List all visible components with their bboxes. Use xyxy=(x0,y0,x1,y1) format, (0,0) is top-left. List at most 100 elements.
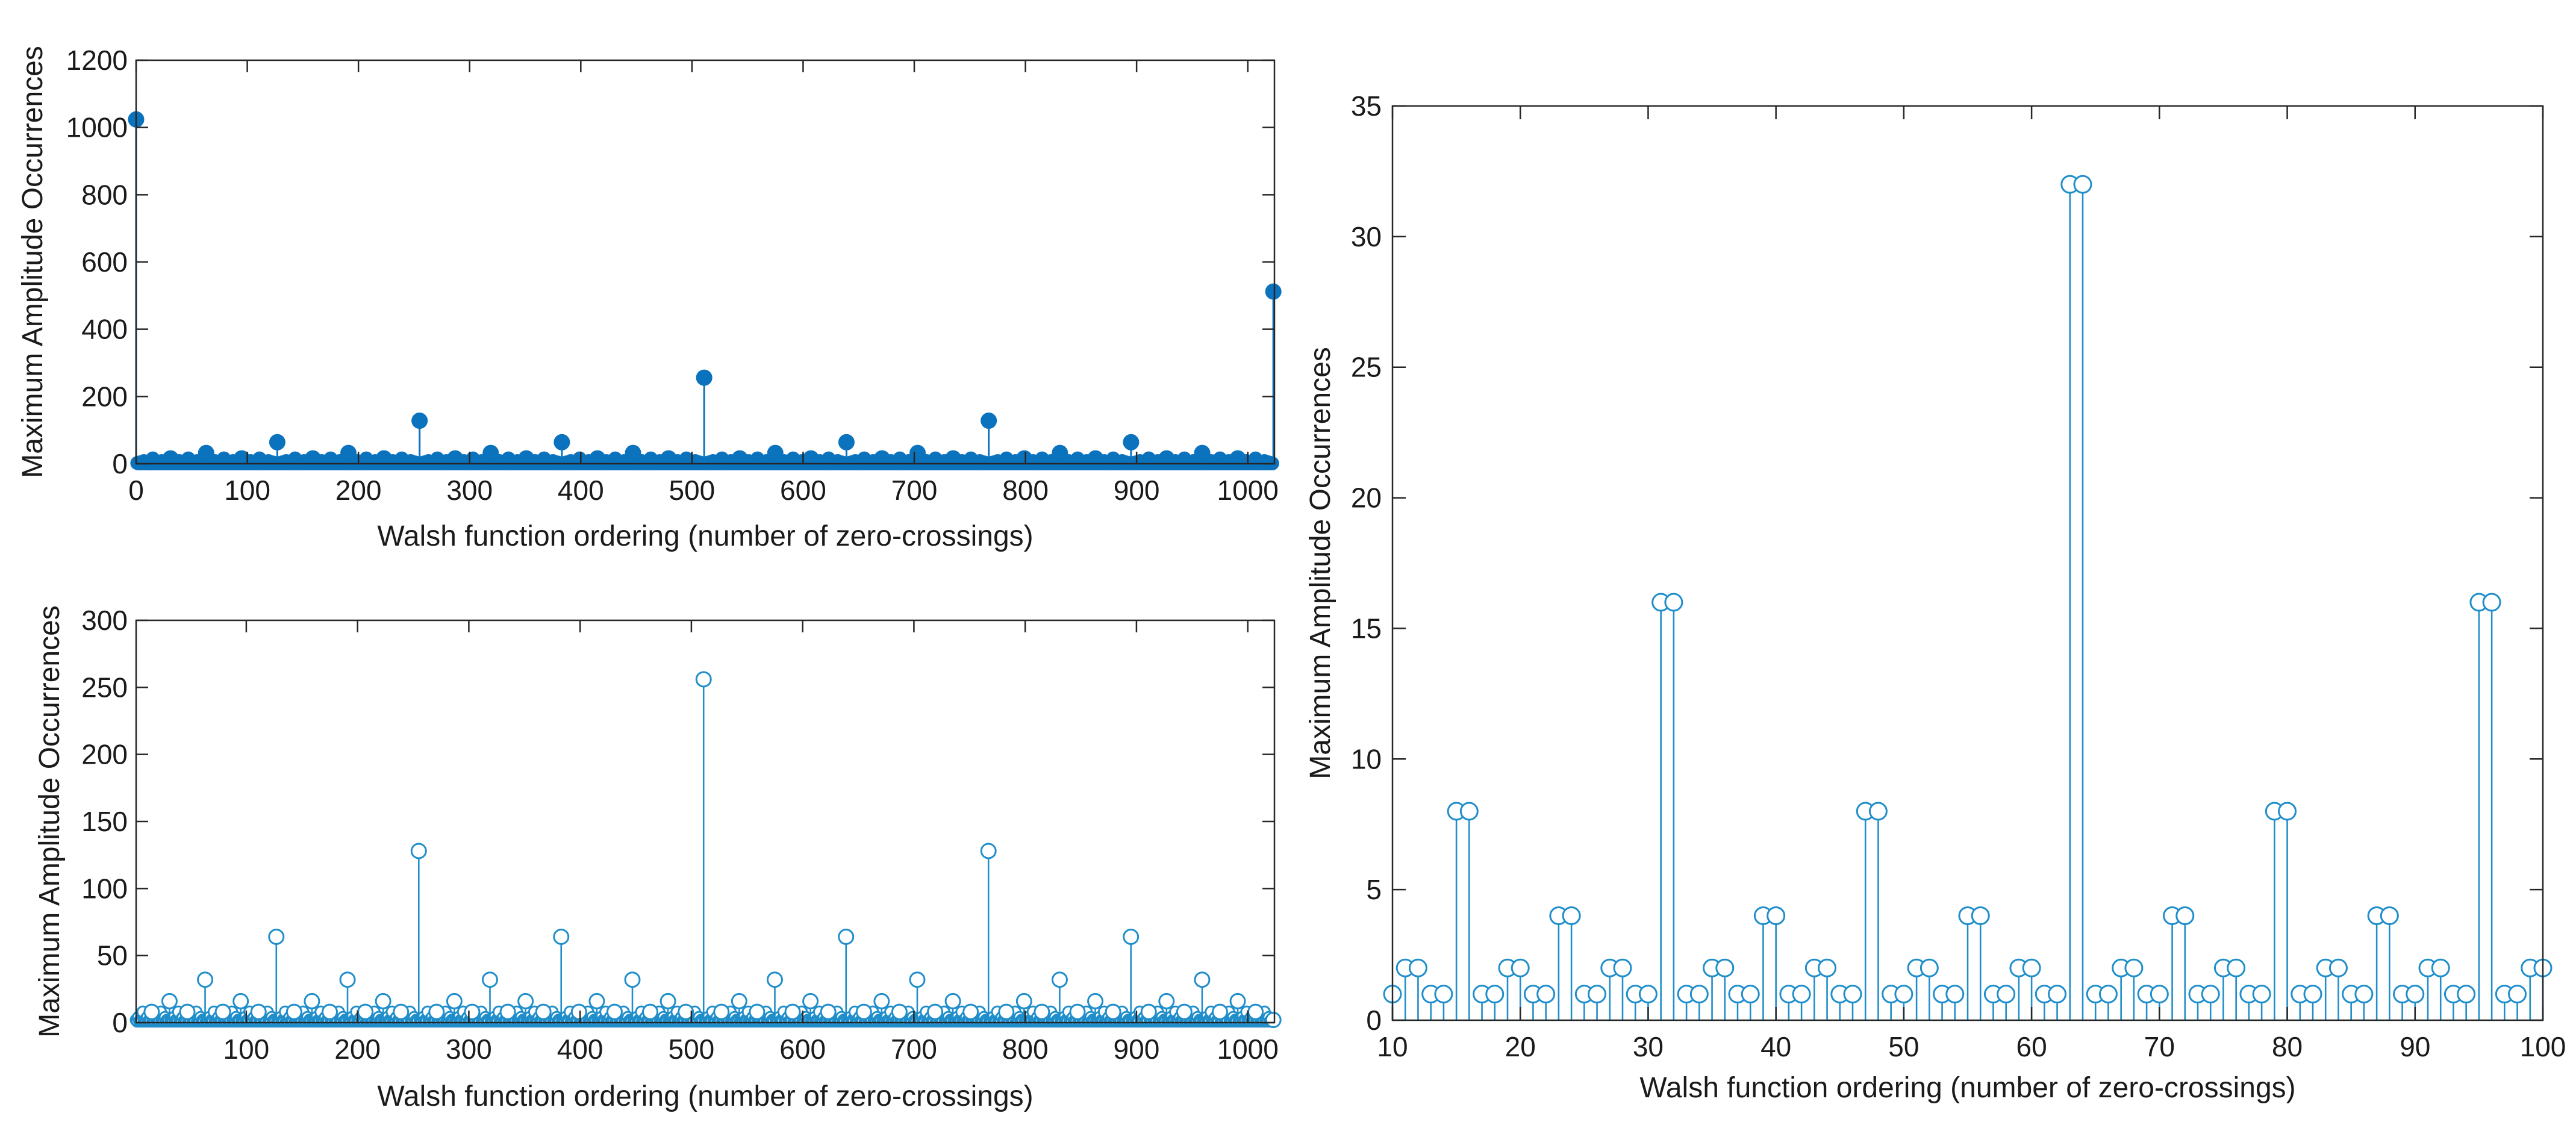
stem-marker xyxy=(232,993,249,1009)
y-tick-label: 0 xyxy=(1366,1005,1382,1036)
stem-marker xyxy=(696,369,713,386)
chart-right-ticks: 10 20 30 40 50 60 70 80 90 100 0 5 10 15 20 25 30 35 xyxy=(1351,90,2566,1062)
chart-bottom-left: 100 200 300 400 500 600 700 800 900 1000 0 50 100 150… xyxy=(34,605,1282,1112)
x-tick-label: 900 xyxy=(1114,475,1160,506)
chart-right-xlabel: Walsh function ordering (number of zero-… xyxy=(1639,1072,2295,1104)
stem-marker xyxy=(554,434,570,450)
chart-right-marks xyxy=(1383,175,2553,1020)
stem-marker xyxy=(357,1003,374,1020)
stem-marker xyxy=(2406,985,2425,1004)
stem-marker xyxy=(268,928,285,945)
stem-marker xyxy=(2175,906,2195,926)
x-tick-label: 90 xyxy=(2400,1031,2430,1062)
stem-marker xyxy=(1158,993,1175,1009)
stem-marker xyxy=(1997,985,2016,1004)
stem-marker xyxy=(446,993,463,1009)
stem-marker xyxy=(1485,985,1505,1004)
x-tick-label: 20 xyxy=(1505,1031,1536,1062)
stem-marker xyxy=(1511,958,1530,977)
x-tick-label: 400 xyxy=(558,475,604,506)
chart-bottom-left-marks xyxy=(129,671,1282,1029)
y-tick-label: 35 xyxy=(1351,90,1382,122)
stem-marker xyxy=(962,1003,979,1020)
chart-bottom-left-ylabel: Maximum Amplitude Occurrences xyxy=(34,605,66,1038)
stem-marker xyxy=(1613,958,1632,977)
y-tick-label: 200 xyxy=(81,381,128,412)
x-tick-label: 100 xyxy=(2520,1031,2566,1062)
stem-marker xyxy=(802,993,819,1009)
stem-marker xyxy=(1741,985,1760,1004)
stem-marker xyxy=(998,1003,1015,1020)
chart-top-left-ylabel: Maximum Amplitude Occurrences xyxy=(17,46,49,478)
stem-marker xyxy=(517,993,534,1009)
stem-marker xyxy=(1016,450,1033,467)
x-tick-label: 100 xyxy=(224,475,270,506)
stem-marker xyxy=(1229,450,1246,467)
stem-marker xyxy=(1247,1003,1264,1020)
x-tick-label: 300 xyxy=(446,475,493,506)
stem-marker xyxy=(304,450,321,467)
x-tick-label: 1000 xyxy=(1217,1033,1278,1065)
stem-marker xyxy=(891,1003,908,1020)
stem-marker xyxy=(749,1003,766,1020)
stem-marker xyxy=(447,450,464,467)
stem-marker xyxy=(838,928,855,945)
stem-marker xyxy=(1689,985,1709,1004)
stem-marker xyxy=(944,993,961,1009)
stem-marker xyxy=(518,450,535,467)
stem-marker xyxy=(464,1003,481,1020)
stem-marker xyxy=(1123,928,1140,945)
x-tick-label: 900 xyxy=(1114,1033,1160,1065)
stem-marker xyxy=(731,993,747,1009)
stem-marker xyxy=(411,413,428,429)
stem-marker xyxy=(1715,958,1735,977)
stem-marker xyxy=(2227,958,2246,977)
stem-marker xyxy=(197,971,214,988)
y-tick-label: 300 xyxy=(81,605,128,636)
x-tick-label: 40 xyxy=(1760,1031,1791,1062)
chart-right-plot-area xyxy=(1391,105,2544,1021)
stem-marker xyxy=(1176,1003,1193,1020)
stem-marker xyxy=(393,1003,410,1020)
x-tick-label: 600 xyxy=(779,1033,826,1065)
stem-marker xyxy=(482,444,499,461)
x-tick-label: 800 xyxy=(1002,1033,1049,1065)
x-tick-label: 100 xyxy=(223,1033,270,1065)
stem-marker xyxy=(2457,985,2476,1004)
stem-marker xyxy=(1229,993,1246,1009)
stem-marker xyxy=(945,450,962,467)
x-tick-label: 400 xyxy=(557,1033,603,1065)
stem-marker xyxy=(2380,906,2399,926)
y-tick-label: 600 xyxy=(81,246,128,278)
stem-marker xyxy=(588,993,605,1009)
stem-marker xyxy=(1536,985,1556,1004)
stem-marker xyxy=(375,993,391,1009)
stem-marker xyxy=(1140,1003,1157,1020)
stem-marker xyxy=(285,1003,302,1020)
x-tick-label: 200 xyxy=(334,1033,381,1065)
stem-marker xyxy=(873,450,890,467)
stem-marker xyxy=(606,1003,623,1020)
stem-marker xyxy=(1408,958,1427,977)
stem-marker xyxy=(339,971,356,988)
y-tick-label: 20 xyxy=(1351,482,1382,514)
x-tick-label: 50 xyxy=(1888,1031,1919,1062)
stem-marker xyxy=(1194,444,1211,461)
chart-top-left: 0 100 200 300 400 500 600 700 800 900 1000 0 200 400 6… xyxy=(17,45,1282,552)
stem-marker xyxy=(269,434,285,450)
stem-marker xyxy=(2124,958,2144,977)
stem-marker xyxy=(162,450,179,467)
stem-marker xyxy=(695,671,712,688)
y-tick-label: 50 xyxy=(97,940,128,971)
stem-marker xyxy=(2201,985,2220,1004)
stem-marker xyxy=(535,1003,552,1020)
stem-marker xyxy=(1265,283,1282,300)
x-tick-label: 70 xyxy=(2144,1031,2175,1062)
x-tick-label: 200 xyxy=(335,475,382,506)
stem-marker xyxy=(909,444,926,461)
stem-marker xyxy=(873,993,890,1009)
y-tick-label: 800 xyxy=(81,179,128,210)
stem-marker xyxy=(1945,985,1965,1004)
stem-marker xyxy=(1051,971,1068,988)
stem-marker xyxy=(1971,906,1990,926)
